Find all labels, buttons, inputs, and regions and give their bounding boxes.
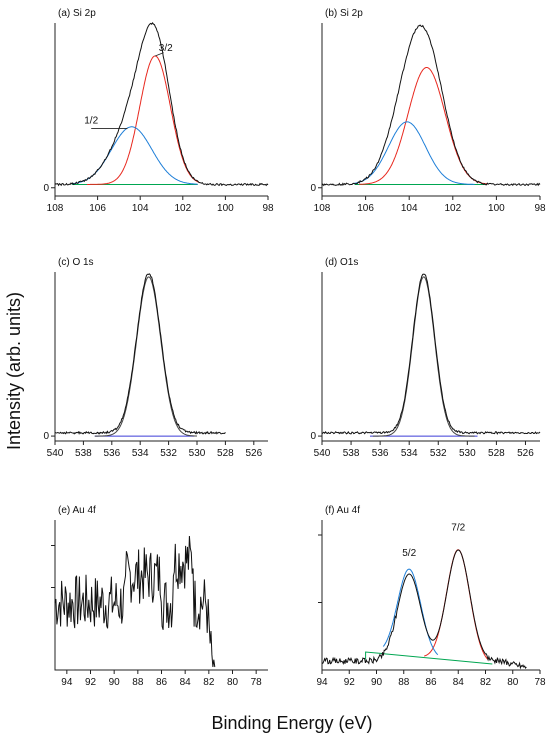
y-tick-label: 0 xyxy=(43,183,49,194)
y-tick-label: 0 xyxy=(310,183,316,194)
x-tick-label: 84 xyxy=(180,677,192,688)
x-tick-label: 78 xyxy=(251,677,263,688)
y-tick-label: 0 xyxy=(310,431,316,442)
panel-d: 540 538 536 534 532 530 528 526 0 (d) O1s xyxy=(310,257,541,459)
x-tick-label: 84 xyxy=(453,677,465,688)
x-tick-label: 78 xyxy=(534,677,546,688)
component-peak-2 xyxy=(382,568,439,656)
panel-e: 94 92 90 88 86 84 82 80 78 (e) Au 4f xyxy=(51,505,268,688)
x-tick-label: 86 xyxy=(156,677,168,688)
component-peak-1 xyxy=(94,276,197,437)
x-tick-label: 80 xyxy=(227,677,239,688)
x-tick-label: 86 xyxy=(425,677,437,688)
component-peak-2 xyxy=(72,126,198,185)
x-tick-label: 82 xyxy=(203,677,215,688)
x-tick-label: 528 xyxy=(488,448,505,459)
x-tick-label: 106 xyxy=(89,203,106,214)
x-tick-label: 536 xyxy=(103,448,120,459)
x-tick-label: 88 xyxy=(398,677,410,688)
envelope-line xyxy=(321,549,527,670)
x-tick-label: 80 xyxy=(507,677,519,688)
axis-frame xyxy=(321,272,540,442)
x-tick-label: 532 xyxy=(430,448,447,459)
component-peak-2 xyxy=(352,121,475,185)
x-tick-label: 100 xyxy=(217,203,234,214)
component-peak-1 xyxy=(87,55,200,185)
panel-title: (d) O1s xyxy=(325,257,358,268)
annotation-label: 5/2 xyxy=(402,548,416,559)
x-tick-label: 526 xyxy=(245,448,262,459)
y-axis-title: Intensity (arb. units) xyxy=(4,292,24,450)
x-tick-label: 534 xyxy=(132,448,149,459)
envelope-line xyxy=(54,22,269,187)
axis-frame xyxy=(321,520,540,671)
x-tick-label: 82 xyxy=(480,677,492,688)
x-tick-label: 526 xyxy=(517,448,534,459)
annotation-label: 7/2 xyxy=(451,523,465,534)
x-tick-label: 540 xyxy=(314,448,331,459)
x-tick-label: 532 xyxy=(160,448,177,459)
x-tick-label: 108 xyxy=(314,203,331,214)
panel-title: (c) O 1s xyxy=(58,257,94,268)
x-tick-label: 102 xyxy=(174,203,191,214)
x-tick-label: 88 xyxy=(132,677,144,688)
panel-title: (b) Si 2p xyxy=(325,8,363,19)
panel-title: (e) Au 4f xyxy=(58,505,96,516)
x-tick-label: 90 xyxy=(109,677,121,688)
x-tick-label: 536 xyxy=(372,448,389,459)
x-tick-label: 530 xyxy=(459,448,476,459)
envelope-line xyxy=(321,273,541,435)
x-tick-label: 102 xyxy=(444,203,461,214)
envelope-line xyxy=(321,24,541,187)
x-tick-label: 100 xyxy=(488,203,505,214)
x-tick-label: 92 xyxy=(85,677,97,688)
panel-c: 540 538 536 534 532 530 528 526 0 (c) O 1s xyxy=(43,257,268,459)
x-tick-label: 534 xyxy=(401,448,418,459)
x-tick-label: 98 xyxy=(534,203,546,214)
axis-frame xyxy=(54,272,268,442)
annotation-leader xyxy=(154,52,164,57)
x-tick-label: 538 xyxy=(75,448,92,459)
panel-title: (a) Si 2p xyxy=(58,8,96,19)
x-tick-label: 92 xyxy=(344,677,356,688)
axis-frame xyxy=(54,520,268,671)
annotation-label: 3/2 xyxy=(159,43,173,54)
x-tick-label: 94 xyxy=(61,677,73,688)
component-peak-1 xyxy=(424,549,489,661)
x-tick-label: 104 xyxy=(132,203,149,214)
x-tick-label: 538 xyxy=(343,448,360,459)
annotation-label: 1/2 xyxy=(84,116,98,127)
x-tick-label: 98 xyxy=(262,203,274,214)
baseline-line xyxy=(365,651,493,665)
component-peak-1 xyxy=(372,276,475,437)
x-tick-label: 108 xyxy=(47,203,64,214)
panel-a: 108 106 104 102 100 98 0 (a) Si 2p 3/2 1/2 xyxy=(43,8,274,214)
x-tick-label: 90 xyxy=(371,677,383,688)
component-peak-1 xyxy=(359,67,488,185)
panel-f: 94 92 90 88 86 84 82 80 78 (f) Au 4f 5/2 7/2 xyxy=(316,505,546,688)
y-tick-label: 0 xyxy=(43,431,49,442)
x-tick-label: 106 xyxy=(357,203,374,214)
x-tick-label: 540 xyxy=(47,448,64,459)
x-tick-label: 530 xyxy=(189,448,206,459)
x-axis-title: Binding Energy (eV) xyxy=(211,713,372,733)
x-tick-label: 94 xyxy=(316,677,328,688)
axis-frame xyxy=(321,23,540,197)
x-tick-label: 104 xyxy=(401,203,418,214)
x-tick-label: 528 xyxy=(217,448,234,459)
panel-title: (f) Au 4f xyxy=(325,505,360,516)
panel-b: 108 106 104 102 100 98 0 (b) Si 2p xyxy=(310,8,546,214)
envelope-line xyxy=(55,273,226,435)
envelope-line xyxy=(54,535,216,668)
